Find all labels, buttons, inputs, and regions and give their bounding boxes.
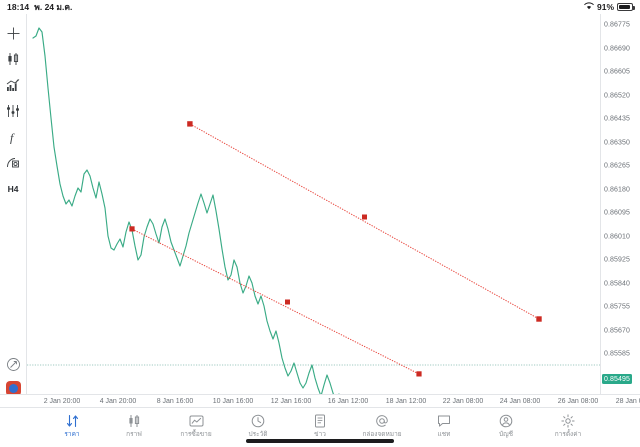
price-series-group (35, 26, 338, 394)
status-bar-right: 91% (584, 2, 635, 12)
nav-chat-label: แชท (437, 431, 451, 438)
at-mail-icon (375, 412, 389, 429)
price-label: 0.85585 (604, 350, 631, 358)
left-toolbar: ƒ f H4 (0, 14, 27, 394)
settings-sliders-icon[interactable] (0, 98, 27, 124)
nav-news-label: ข่าว (314, 431, 326, 438)
nav-accounts-label: บัญชี (498, 431, 514, 438)
price-label: 0.86010 (604, 233, 631, 241)
clock-icon (251, 412, 265, 429)
gear-icon (561, 412, 575, 429)
battery-percent: 91% (596, 2, 614, 12)
nav-charts-label: กราฟ (126, 431, 142, 438)
nav-quotes-label: ราคา (64, 431, 80, 438)
status-bar-time: 18:14 (7, 2, 30, 12)
price-axis[interactable]: 0.86775 0.86690 0.86605 0.86520 0.86435 … (600, 14, 640, 404)
price-label: 0.86095 (604, 209, 631, 217)
trade-chart-icon (189, 412, 204, 429)
chart-plot-area[interactable] (27, 14, 600, 394)
chat-bubble-icon (437, 412, 451, 429)
price-label: 0.86265 (604, 162, 631, 170)
time-label: 10 Jan 16:00 (212, 398, 254, 405)
price-label: 0.85925 (604, 256, 631, 264)
nav-trade[interactable]: การซื้อขาย (165, 412, 227, 439)
home-indicator (246, 439, 394, 443)
timeframe-icon[interactable]: H4 (7, 184, 19, 194)
time-label: 2 Jan 20:00 (43, 398, 81, 405)
chart-type-icon[interactable] (0, 46, 27, 72)
svg-text:f: f (10, 131, 15, 145)
svg-text:ƒ: ƒ (16, 78, 18, 83)
battery-icon (617, 3, 635, 11)
candles-icon (127, 412, 141, 429)
price-label: 0.86180 (604, 186, 631, 194)
price-label: 0.86435 (604, 115, 631, 123)
nav-charts[interactable]: กราฟ (103, 412, 165, 439)
nav-chat[interactable]: แชท (413, 412, 475, 439)
indicators-icon[interactable]: ƒ (0, 72, 27, 98)
nav-news[interactable]: ข่าว (289, 412, 351, 439)
current-price-badge: 0.85495 (602, 374, 633, 384)
status-bar-date: พ. 24 ม.ค. (34, 2, 73, 12)
chart-svg (27, 26, 600, 394)
left-toolbar-bottom (0, 352, 27, 400)
time-label: 26 Jan 08:00 (557, 398, 599, 405)
trade-badge-icon[interactable] (0, 376, 27, 400)
news-document-icon (314, 412, 326, 429)
quotes-arrows-icon (66, 412, 79, 429)
time-label: 12 Jan 16:00 (270, 398, 312, 405)
price-label: 0.86350 (604, 139, 631, 147)
time-label: 16 Jan 12:00 (327, 398, 369, 405)
price-label: 0.86520 (604, 92, 631, 100)
status-bar: 18:14 พ. 24 ม.ค. 91% (0, 0, 640, 14)
nav-mailbox[interactable]: กล่องจดหมาย (351, 412, 413, 439)
account-circle-icon (499, 412, 513, 429)
nav-mailbox-label: กล่องจดหมาย (362, 431, 402, 438)
lower-trendline[interactable] (129, 226, 422, 377)
nav-accounts[interactable]: บัญชี (475, 412, 537, 439)
price-label: 0.85840 (604, 280, 631, 288)
nav-settings[interactable]: การตั้งค่า (537, 412, 599, 439)
time-label: 8 Jan 16:00 (156, 398, 194, 405)
price-label: 0.86690 (604, 45, 631, 53)
price-label: 0.86775 (604, 21, 631, 29)
nav-history[interactable]: ประวัติ (227, 412, 289, 439)
wifi-icon (584, 2, 594, 12)
nav-settings-label: การตั้งค่า (554, 431, 582, 438)
objects-icon[interactable] (0, 150, 27, 176)
time-label: 18 Jan 12:00 (385, 398, 427, 405)
price-label: 0.86605 (604, 68, 631, 76)
time-label: 28 Jan 08:00 (615, 398, 640, 405)
upper-trendline[interactable] (187, 121, 542, 322)
price-label: 0.85670 (604, 327, 631, 335)
nav-quotes[interactable]: ราคา (41, 412, 103, 439)
time-label: 24 Jan 08:00 (499, 398, 541, 405)
crosshair-icon[interactable] (0, 20, 27, 46)
time-label: 4 Jan 20:00 (99, 398, 137, 405)
nav-trade-label: การซื้อขาย (180, 431, 212, 438)
time-axis[interactable]: 2 Jan 20:00 4 Jan 20:00 8 Jan 16:00 10 J… (0, 394, 640, 408)
function-icon[interactable]: f (0, 124, 27, 150)
scroll-to-end-icon[interactable] (0, 352, 27, 376)
price-line (32, 27, 340, 394)
price-label: 0.85755 (604, 303, 631, 311)
time-label: 22 Jan 08:00 (442, 398, 484, 405)
nav-history-label: ประวัติ (248, 431, 268, 438)
